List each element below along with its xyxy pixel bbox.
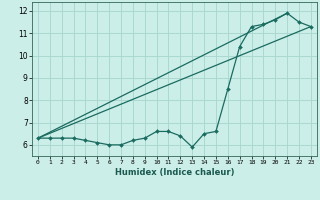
X-axis label: Humidex (Indice chaleur): Humidex (Indice chaleur) <box>115 168 234 177</box>
